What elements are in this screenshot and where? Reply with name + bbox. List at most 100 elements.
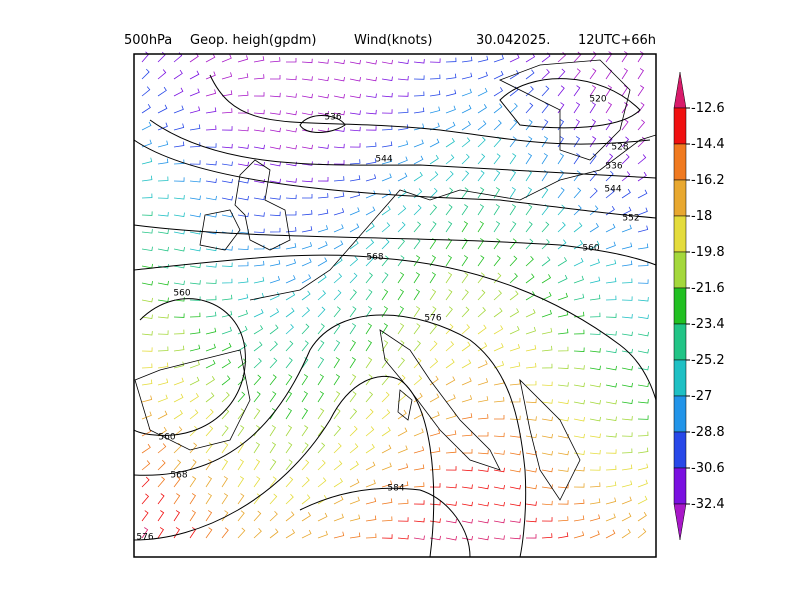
wind-barb <box>237 358 247 369</box>
wind-barb <box>589 276 601 284</box>
wind-barb <box>557 221 566 233</box>
wind-barb <box>349 223 360 233</box>
contour-label: 568 <box>366 253 383 263</box>
wind-barb <box>509 467 521 473</box>
wind-barb <box>605 399 617 405</box>
wind-barb <box>493 450 505 455</box>
wind-barb <box>461 501 473 507</box>
wind-barb <box>173 212 185 217</box>
wind-barb <box>205 263 217 268</box>
wind-barb <box>397 463 409 471</box>
wind-barb <box>605 136 613 148</box>
wind-barb <box>381 59 393 65</box>
wind-barb <box>205 527 213 539</box>
wind-barb <box>397 272 405 284</box>
wind-barb <box>173 123 185 131</box>
wind-barb <box>541 345 553 352</box>
wind-barb <box>285 259 297 267</box>
wind-barb <box>221 493 229 505</box>
wind-barb <box>621 528 631 539</box>
wind-barb <box>477 289 486 301</box>
wind-barb <box>301 274 312 284</box>
height-contours <box>133 74 657 558</box>
wind-barb <box>477 204 485 216</box>
wind-barb <box>157 212 169 217</box>
wind-barb <box>589 187 598 199</box>
wind-barb <box>221 310 233 318</box>
wind-barb <box>221 262 233 267</box>
wind-barb <box>541 136 549 148</box>
wind-barb <box>573 102 581 114</box>
wind-barb <box>365 443 375 454</box>
wind-barb <box>237 212 249 218</box>
wind-barb <box>157 140 169 148</box>
wind-barb <box>269 259 281 267</box>
wind-barb <box>365 76 377 82</box>
wind-barb <box>205 510 213 522</box>
wind-barb <box>429 340 438 352</box>
wind-barb <box>205 125 217 131</box>
wind-barb <box>349 239 359 250</box>
wind-barb <box>637 225 649 233</box>
wind-barb <box>477 360 488 369</box>
wind-barb <box>477 484 489 490</box>
wind-barb <box>365 289 373 301</box>
wind-barb <box>157 194 169 199</box>
wind-barb <box>397 59 409 64</box>
wind-barb <box>157 280 169 286</box>
wind-barb <box>573 399 585 405</box>
wind-barb <box>525 273 535 284</box>
wind-barb <box>413 75 425 80</box>
wind-barb <box>637 136 646 148</box>
wind-barb <box>141 314 153 320</box>
wind-barb <box>285 110 297 116</box>
wind-barb <box>525 416 537 421</box>
wind-barb <box>285 127 297 133</box>
wind-barb <box>573 483 585 488</box>
wind-barb <box>557 500 569 505</box>
wind-barb <box>221 527 229 539</box>
wind-barb <box>221 342 232 352</box>
wind-barb <box>413 464 425 471</box>
wind-barb <box>541 399 553 404</box>
wind-barb <box>605 85 612 97</box>
wind-barb <box>157 86 167 97</box>
wind-barb <box>637 528 647 539</box>
colorbar-box <box>673 107 687 145</box>
wind-barb <box>445 187 454 199</box>
wind-barb <box>605 170 614 182</box>
wind-barb <box>509 361 521 369</box>
wind-barb <box>413 357 422 369</box>
wind-barb <box>397 357 405 369</box>
wind-barb <box>461 484 473 489</box>
wind-barb <box>461 272 469 284</box>
wind-barb <box>509 450 521 456</box>
wind-barb <box>253 92 265 97</box>
wind-barb <box>477 170 485 182</box>
wind-barb <box>205 53 216 63</box>
wind-barb <box>621 365 633 371</box>
wind-barb <box>157 51 166 63</box>
wind-barb <box>557 328 569 335</box>
wind-barb <box>205 376 215 386</box>
wind-barb <box>429 58 441 63</box>
colorbar-cap <box>673 503 687 541</box>
wind-barb <box>605 241 616 250</box>
wind-barb <box>445 535 457 541</box>
wind-barb <box>173 409 183 420</box>
wind-barb <box>221 178 233 184</box>
wind-barb <box>237 195 249 201</box>
wind-barb <box>429 272 436 284</box>
wind-barb <box>621 464 633 471</box>
wind-barb <box>349 460 359 471</box>
wind-barb <box>301 144 313 150</box>
wind-barb <box>221 294 233 301</box>
wind-barb <box>205 425 214 437</box>
wind-barb <box>589 382 601 388</box>
wind-barb <box>221 442 229 454</box>
wind-barb <box>349 532 361 539</box>
wind-barb <box>205 359 216 369</box>
wind-barb <box>253 127 265 132</box>
wind-barb <box>621 399 633 405</box>
wind-barb <box>413 517 425 523</box>
